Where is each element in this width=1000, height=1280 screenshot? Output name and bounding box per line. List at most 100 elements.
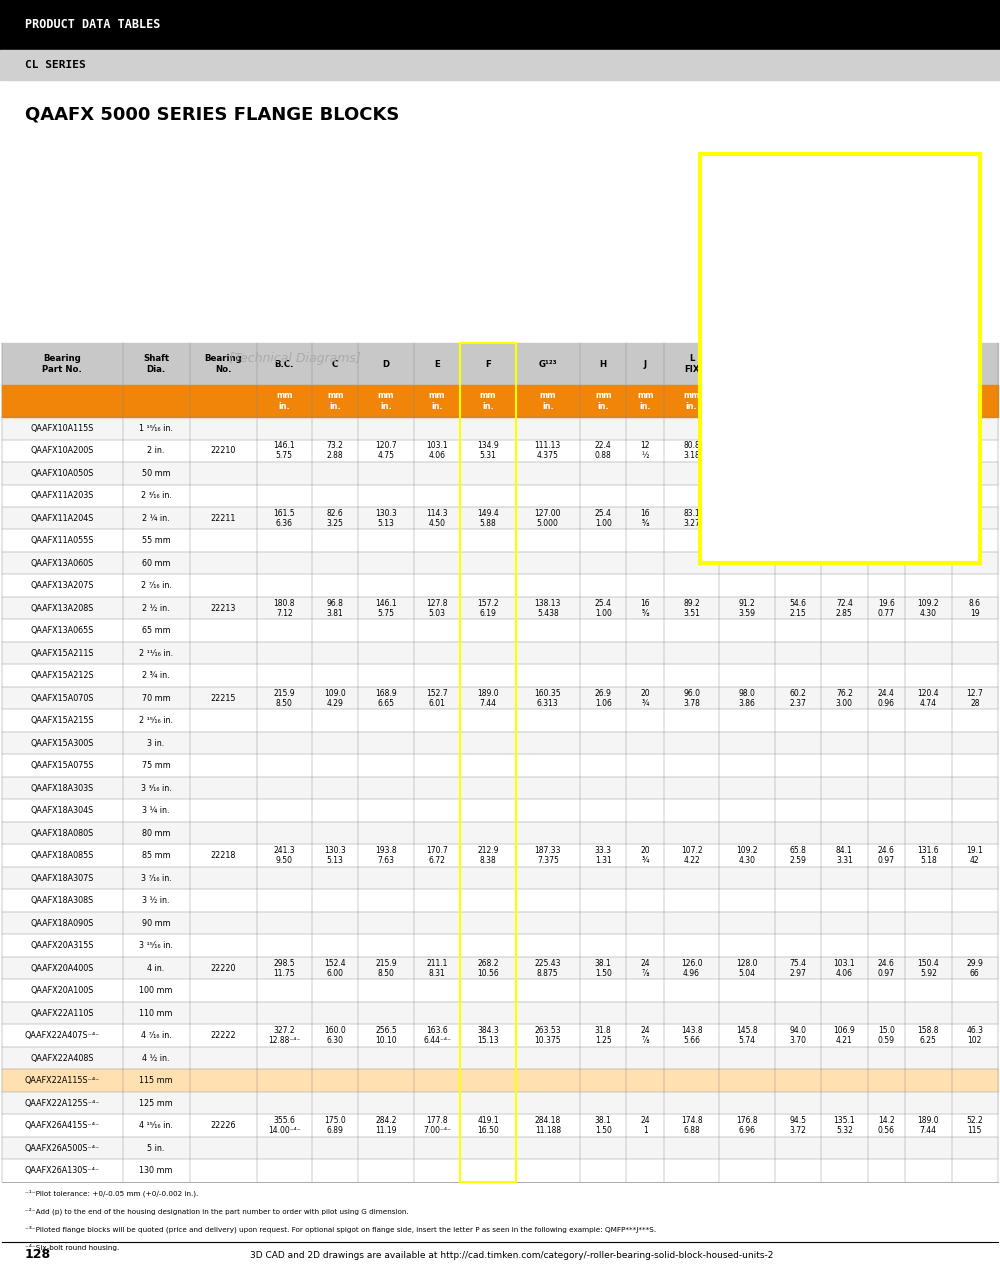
Text: 82.8
3.26: 82.8 3.26 — [739, 442, 755, 461]
Text: 22220: 22220 — [210, 964, 236, 973]
Text: 76.2
3.00: 76.2 3.00 — [836, 689, 853, 708]
Text: 268.2
10.56: 268.2 10.56 — [477, 959, 499, 978]
Text: 2 ¹⁵⁄₁₆ in.: 2 ¹⁵⁄₁₆ in. — [139, 717, 173, 726]
Text: 3D CAD and 2D drawings are available at http://cad.timken.com/category/-roller-b: 3D CAD and 2D drawings are available at … — [250, 1251, 773, 1260]
Text: 100 mm: 100 mm — [139, 987, 173, 996]
Text: 211.1
8.31: 211.1 8.31 — [426, 959, 448, 978]
Bar — [2, 596, 998, 620]
Text: 143.8
5.66: 143.8 5.66 — [681, 1027, 702, 1046]
Text: 19.1
42: 19.1 42 — [966, 846, 983, 865]
Text: 212.9
8.38: 212.9 8.38 — [477, 846, 499, 865]
Text: 65.8
2.59: 65.8 2.59 — [789, 846, 806, 865]
Text: 103.1
4.06: 103.1 4.06 — [834, 959, 855, 978]
Text: 65 mm: 65 mm — [142, 626, 170, 635]
Bar — [2, 1070, 998, 1092]
Text: 125 mm: 125 mm — [139, 1098, 173, 1107]
Text: QAAFX15A211S: QAAFX15A211S — [31, 649, 94, 658]
Text: 256.5
10.10: 256.5 10.10 — [375, 1027, 397, 1046]
Text: 18.5
0.73: 18.5 0.73 — [878, 508, 895, 527]
Text: QAAFX13A208S: QAAFX13A208S — [31, 604, 94, 613]
Bar — [460, 343, 516, 1181]
Text: 146.1
5.75: 146.1 5.75 — [375, 599, 397, 618]
Text: CL SERIES: CL SERIES — [25, 60, 86, 70]
Text: 115 mm: 115 mm — [139, 1076, 173, 1085]
Text: H: H — [600, 360, 607, 369]
Text: 355.6
14.00⁻⁴⁻: 355.6 14.00⁻⁴⁻ — [268, 1116, 301, 1135]
Text: 160.35
6.313: 160.35 6.313 — [534, 689, 561, 708]
Text: 106.9
4.21: 106.9 4.21 — [833, 1027, 855, 1046]
Text: 4 in.: 4 in. — [147, 964, 165, 973]
Text: 24
⅞: 24 ⅞ — [640, 1027, 650, 1046]
Text: 146.1
5.75: 146.1 5.75 — [273, 442, 295, 461]
Text: 15.2
0.60: 15.2 0.60 — [878, 442, 895, 461]
Bar — [2, 439, 998, 462]
Text: 2 ³⁄₁₆ in.: 2 ³⁄₁₆ in. — [141, 492, 172, 500]
Text: mm
in.: mm in. — [540, 392, 556, 411]
Text: 73.2
2.88: 73.2 2.88 — [327, 442, 344, 461]
Text: 46.3
102: 46.3 102 — [966, 1027, 983, 1046]
Text: E: E — [434, 360, 440, 369]
Text: 138.13
5.438: 138.13 5.438 — [535, 599, 561, 618]
Text: 25.4
1.00: 25.4 1.00 — [595, 599, 612, 618]
Text: 80 mm: 80 mm — [142, 828, 170, 837]
Text: 54.6
2.15: 54.6 2.15 — [789, 599, 806, 618]
Text: B.C.: B.C. — [275, 360, 294, 369]
Text: 22215: 22215 — [210, 694, 236, 703]
Text: QAAFX22A408S: QAAFX22A408S — [31, 1053, 94, 1062]
Text: 101.6
4.00: 101.6 4.00 — [918, 508, 939, 527]
Text: kg
lbs.: kg lbs. — [967, 392, 983, 411]
Text: 52.2
115: 52.2 115 — [966, 1116, 983, 1135]
Text: 2 ¹¹⁄₁₆ in.: 2 ¹¹⁄₁₆ in. — [139, 649, 173, 658]
Text: 60.2
2.37: 60.2 2.37 — [789, 689, 806, 708]
Text: 24
1: 24 1 — [640, 1116, 650, 1135]
Text: QAAFX10A050S: QAAFX10A050S — [31, 468, 94, 477]
Text: QAAFX18A304S: QAAFX18A304S — [31, 806, 94, 815]
Text: QAAFX18A080S: QAAFX18A080S — [31, 828, 94, 837]
Text: R: R — [883, 360, 890, 369]
Text: 157.2
6.19: 157.2 6.19 — [477, 599, 499, 618]
Text: QAAFX18A303S: QAAFX18A303S — [31, 783, 94, 792]
Text: mm
in.: mm in. — [790, 392, 806, 411]
Text: QAAFX26A500S⁻⁴⁻: QAAFX26A500S⁻⁴⁻ — [25, 1144, 100, 1153]
Text: 2 ¼ in.: 2 ¼ in. — [142, 513, 170, 522]
Text: QAAFX18A307S: QAAFX18A307S — [31, 874, 94, 883]
Text: 2 ½ in.: 2 ½ in. — [142, 604, 170, 613]
Text: 128: 128 — [25, 1248, 51, 1261]
Bar — [2, 575, 998, 596]
Bar — [2, 800, 998, 822]
Bar — [2, 462, 998, 485]
Text: 103.1
4.06: 103.1 4.06 — [426, 442, 448, 461]
Text: 130.3
5.13: 130.3 5.13 — [375, 508, 397, 527]
Bar — [2, 911, 998, 934]
Text: 284.2
11.19: 284.2 11.19 — [375, 1116, 397, 1135]
Bar — [2, 709, 998, 732]
Text: 25.4
1.00: 25.4 1.00 — [595, 508, 612, 527]
Bar — [2, 507, 998, 530]
Text: ⁻⁴⁻Six-bolt round housing.: ⁻⁴⁻Six-bolt round housing. — [25, 1244, 119, 1251]
Text: 31.8
1.25: 31.8 1.25 — [595, 1027, 612, 1046]
Text: 98.0
3.86: 98.0 3.86 — [739, 689, 755, 708]
Text: 24.4
0.96: 24.4 0.96 — [878, 689, 895, 708]
Text: QAAFX 5000 SERIES FLANGE BLOCKS: QAAFX 5000 SERIES FLANGE BLOCKS — [25, 106, 399, 124]
Text: mm
in.: mm in. — [878, 392, 895, 411]
Text: 14.2
0.56: 14.2 0.56 — [878, 1116, 895, 1135]
Text: QAAFX22A125S⁻⁴⁻: QAAFX22A125S⁻⁴⁻ — [25, 1098, 100, 1107]
Bar — [2, 822, 998, 845]
Text: 241.3
9.50: 241.3 9.50 — [273, 846, 295, 865]
Text: 38.1
1.50: 38.1 1.50 — [595, 959, 612, 978]
Text: 4 ½ in.: 4 ½ in. — [142, 1053, 170, 1062]
Text: QAAFX20A100S: QAAFX20A100S — [31, 987, 94, 996]
Bar — [2, 1002, 998, 1024]
Bar — [2, 343, 998, 385]
Text: 70 mm: 70 mm — [142, 694, 170, 703]
Text: 134.9
5.31: 134.9 5.31 — [477, 442, 499, 461]
Text: QAAFX11A203S: QAAFX11A203S — [31, 492, 94, 500]
Text: 109.0
4.29: 109.0 4.29 — [324, 689, 346, 708]
Text: 94.0
3.70: 94.0 3.70 — [789, 1027, 806, 1046]
Text: QAAFX22A110S: QAAFX22A110S — [31, 1009, 94, 1018]
Text: mm
in.: mm in. — [683, 392, 700, 411]
Text: QAAFX10A200S: QAAFX10A200S — [31, 447, 94, 456]
Text: 80.8
3.18: 80.8 3.18 — [683, 442, 700, 461]
Text: L
FIX: L FIX — [684, 355, 699, 374]
Bar — [2, 1047, 998, 1070]
